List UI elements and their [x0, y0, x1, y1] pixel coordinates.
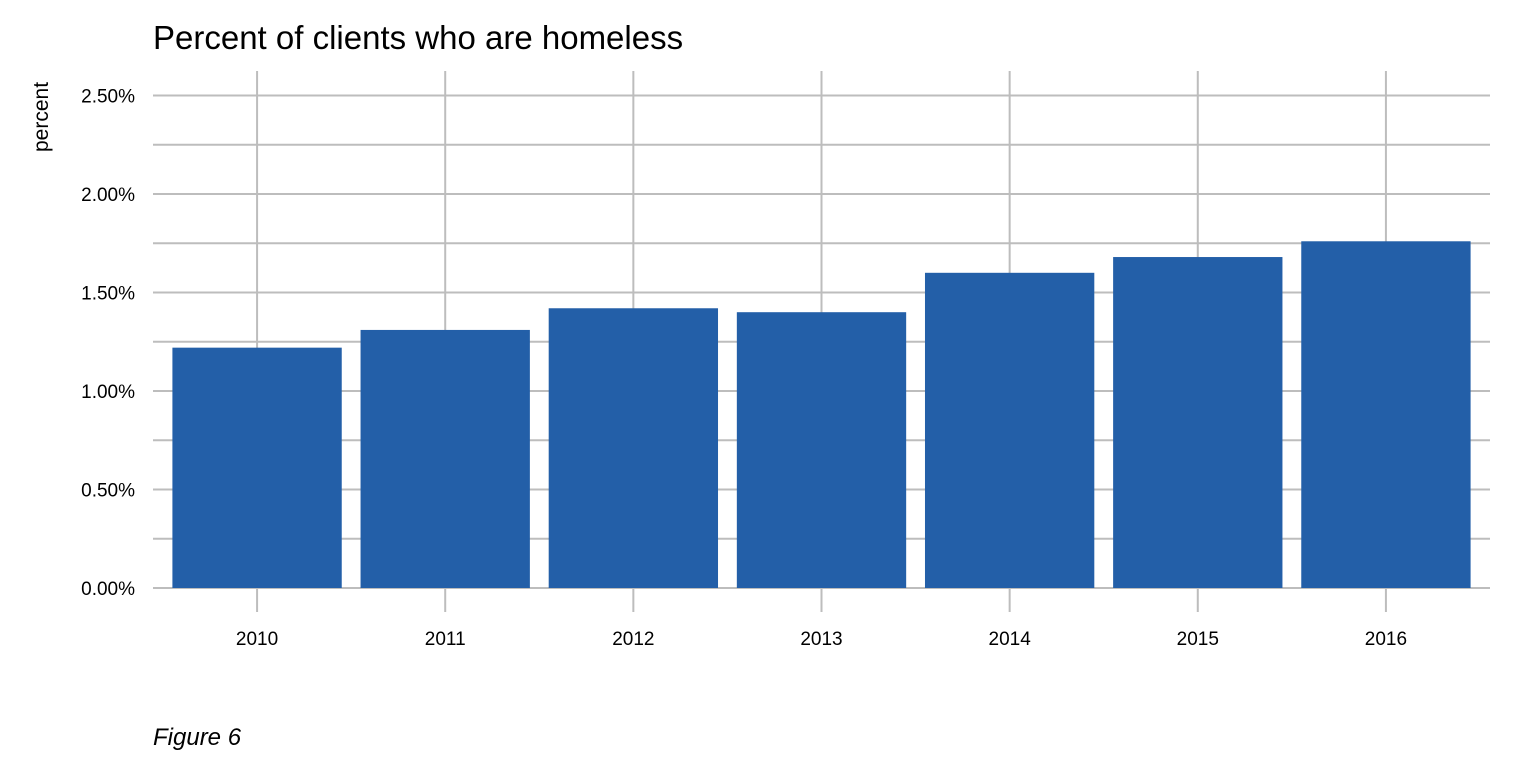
y-axis-title: percent [30, 82, 53, 152]
x-tick-label: 2012 [612, 629, 654, 650]
y-tick-label: 0.50% [81, 481, 135, 502]
y-tick-label: 2.50% [81, 87, 135, 108]
bar-2015 [1113, 257, 1283, 588]
x-tick-label: 2011 [425, 629, 466, 650]
x-tick-label: 2016 [1365, 629, 1407, 650]
x-axis-ticks: 2010 2011 2012 2013 2014 2015 2016 [236, 629, 1407, 650]
y-tick-label: 1.00% [81, 382, 135, 403]
bar-2011 [360, 329, 530, 588]
x-tick-label: 2010 [236, 629, 278, 650]
chart-title: Percent of clients who are homeless [153, 19, 683, 56]
bar-2016 [1301, 241, 1471, 588]
y-axis-ticks: 0.00% 0.50% 1.00% 1.50% 2.00% 2.50% [81, 87, 135, 601]
bar-2012 [548, 308, 719, 588]
x-tick-label: 2014 [989, 629, 1032, 650]
y-tick-label: 0.00% [81, 579, 135, 600]
x-tick-label: 2015 [1177, 629, 1219, 650]
y-tick-label: 1.50% [81, 284, 135, 305]
bar-2013 [736, 312, 907, 588]
y-tick-label: 2.00% [81, 185, 135, 206]
figure-caption: Figure 6 [153, 724, 242, 751]
bar-2014 [924, 272, 1095, 588]
bars [172, 241, 1471, 588]
bar-2010 [172, 347, 342, 588]
x-tick-label: 2013 [800, 629, 842, 650]
